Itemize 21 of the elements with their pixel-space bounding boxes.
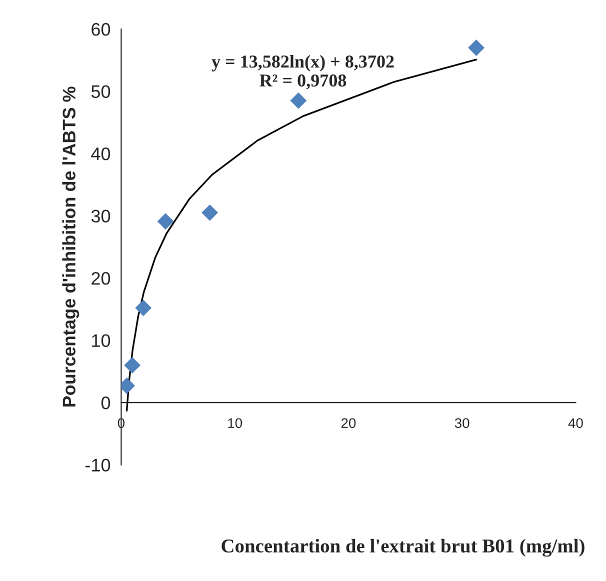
x-tick-label: 10 [228,418,242,428]
point [135,300,152,316]
point [468,40,484,56]
y-tick-label: -10 [85,458,110,472]
y-tick-label: 50 [91,85,110,98]
x-tick-label: 40 [568,418,583,428]
y-tick-label: 60 [92,22,110,36]
point [157,213,174,230]
y-tick-label: 40 [91,147,110,160]
y-tick-label: 20 [92,272,110,285]
y-axis-title: Pourcentage d'inhibition de l'ABTS % [62,86,80,406]
x-axis-title: Concentartion de l'extrait brut B01 (mg/ml) [222,538,584,557]
y-tick-label: 10 [92,334,110,348]
y-tick-label: 0 [101,396,110,410]
point [290,92,307,109]
point [124,356,141,374]
point [202,204,218,221]
x-tick-label: 20 [341,418,356,428]
y-tick-label: 30 [91,210,110,223]
annotation: y = 13,582ln(x) + 8,3702 R² = 0,9708 [212,54,394,90]
x-tick-label: 30 [454,418,470,428]
